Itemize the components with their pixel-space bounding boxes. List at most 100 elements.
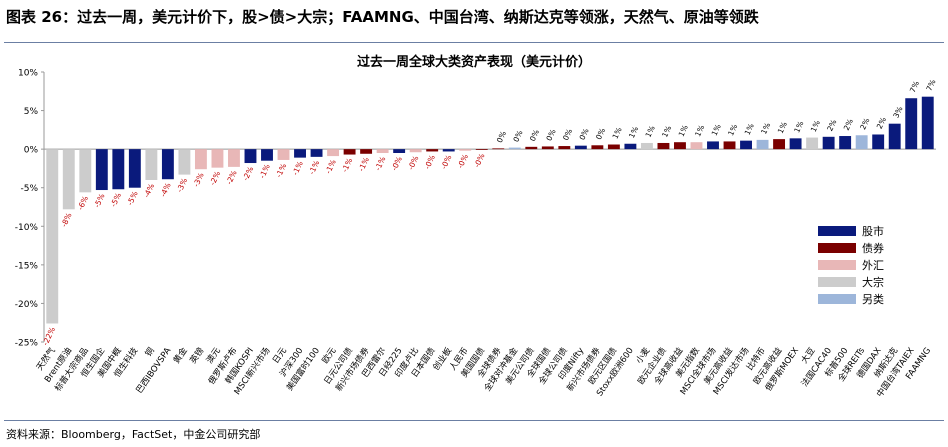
x-tick-label: 铜 [143, 345, 157, 358]
legend-label: 外汇 [862, 259, 884, 272]
legend-swatch [818, 260, 856, 270]
bar [558, 146, 571, 150]
data-label: -1% [357, 156, 371, 173]
data-label: -0% [423, 153, 437, 170]
bar [277, 149, 290, 160]
data-label: -3% [175, 177, 189, 194]
legend-swatch [818, 243, 856, 253]
y-tick-label: -15% [15, 261, 39, 271]
data-label: -2% [224, 169, 238, 186]
bar [376, 149, 389, 153]
data-label: 1% [726, 123, 739, 138]
data-label: -1% [274, 162, 288, 179]
data-label: 0% [594, 127, 607, 142]
bar [112, 149, 125, 190]
bar [723, 141, 736, 150]
legend-swatch [818, 294, 856, 304]
y-tick-label: -25% [15, 339, 39, 349]
bar [674, 142, 686, 150]
bar [393, 149, 406, 153]
y-tick-label: 5% [24, 107, 39, 117]
data-label: 0% [495, 130, 508, 145]
bar [541, 146, 554, 150]
bar [426, 149, 439, 152]
data-label: 0% [528, 128, 541, 143]
bar [261, 149, 273, 161]
data-label: 1% [660, 124, 673, 139]
data-label: -1% [257, 163, 271, 180]
data-label: -6% [76, 194, 90, 211]
y-tick-label: -5% [20, 184, 38, 194]
bar [46, 149, 59, 324]
data-label: -1% [324, 158, 338, 175]
bar [244, 149, 257, 164]
data-label: -1% [340, 157, 354, 174]
data-label: -3% [191, 171, 205, 188]
legend-swatch [818, 226, 856, 236]
bar [95, 149, 108, 191]
data-label: 0% [561, 127, 574, 142]
data-label: -1% [307, 159, 321, 176]
bar [789, 138, 802, 150]
bar [62, 149, 75, 210]
data-label: -8% [59, 211, 73, 228]
bar [839, 136, 852, 150]
data-label: 1% [644, 124, 657, 139]
bar [459, 149, 472, 151]
data-label: -2% [208, 170, 222, 187]
bar [640, 142, 653, 150]
bar [79, 149, 92, 193]
data-label: -22% [41, 326, 57, 347]
data-label: -2% [241, 165, 255, 182]
bar [327, 149, 340, 157]
figure-title: 图表 26：过去一周，美元计价下，股>债>大宗；FAAMNG、中国台湾、纳斯达克… [6, 8, 759, 26]
data-label: 1% [792, 120, 805, 135]
data-label: 7% [924, 78, 937, 93]
data-label: -1% [291, 160, 305, 177]
bar [690, 142, 703, 150]
data-label: -4% [158, 181, 172, 198]
data-label: 1% [627, 125, 640, 140]
bar [624, 143, 637, 150]
data-label: 1% [677, 123, 690, 138]
bar [525, 146, 538, 150]
data-label: 1% [710, 123, 723, 138]
bar [872, 134, 885, 150]
bar [360, 149, 373, 154]
data-label: 1% [776, 120, 789, 135]
bar [591, 145, 604, 150]
bar [574, 145, 587, 150]
bar [921, 96, 934, 150]
bar [343, 149, 356, 155]
data-label: -0% [406, 154, 420, 171]
legend-label: 大宗 [862, 275, 884, 289]
bar [211, 149, 224, 168]
data-label: 2% [875, 116, 888, 131]
bar [607, 144, 620, 150]
y-tick-label: -20% [15, 300, 39, 310]
data-label: 0% [544, 128, 557, 143]
source-note: 资料来源：Bloomberg，FactSet，中金公司研究部 [6, 428, 261, 441]
data-label: -0% [439, 153, 453, 170]
data-label: 7% [908, 79, 921, 94]
bar [475, 149, 488, 150]
data-label: 0% [511, 129, 524, 144]
y-tick-label: -10% [15, 223, 39, 233]
bar [145, 149, 158, 180]
legend-label: 股市 [862, 224, 884, 238]
data-label: 2% [842, 117, 855, 132]
bar [806, 137, 819, 150]
bar [822, 136, 835, 150]
bar [508, 147, 521, 150]
bar [773, 139, 786, 150]
data-label: 1% [809, 119, 822, 134]
bar [161, 149, 174, 180]
bar [409, 149, 422, 153]
bar [178, 149, 191, 175]
data-label: 1% [759, 121, 772, 136]
bar [905, 98, 918, 150]
bar [492, 148, 505, 150]
bar [756, 139, 769, 150]
bar [294, 149, 306, 158]
